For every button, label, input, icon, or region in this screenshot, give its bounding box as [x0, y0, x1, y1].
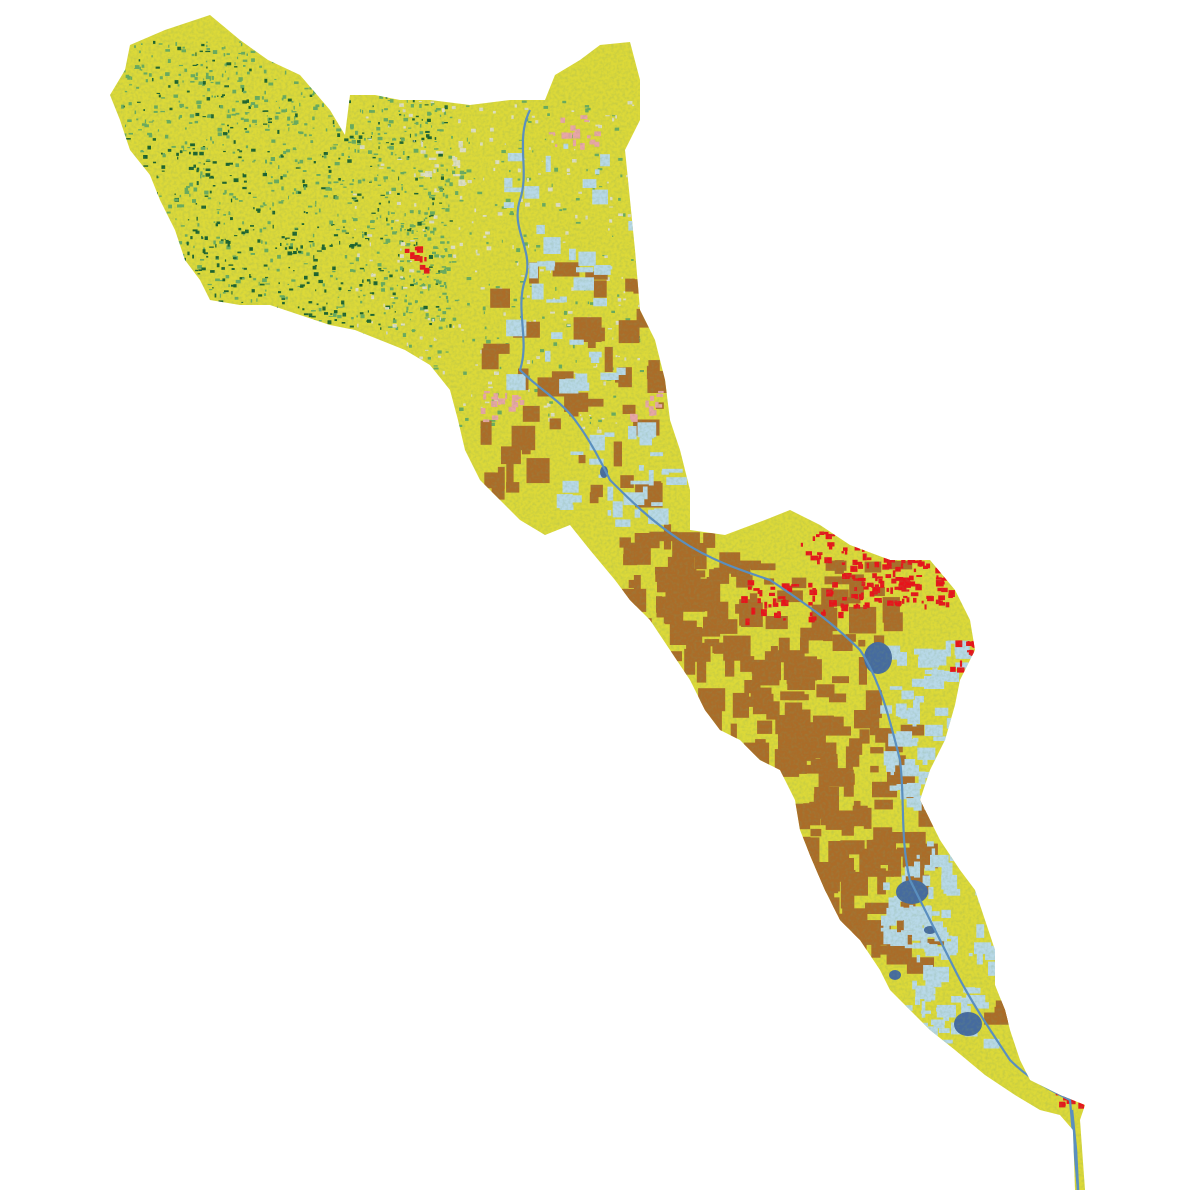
main-river: [516, 109, 1080, 1190]
outlet-channel: [1070, 1109, 1080, 1191]
